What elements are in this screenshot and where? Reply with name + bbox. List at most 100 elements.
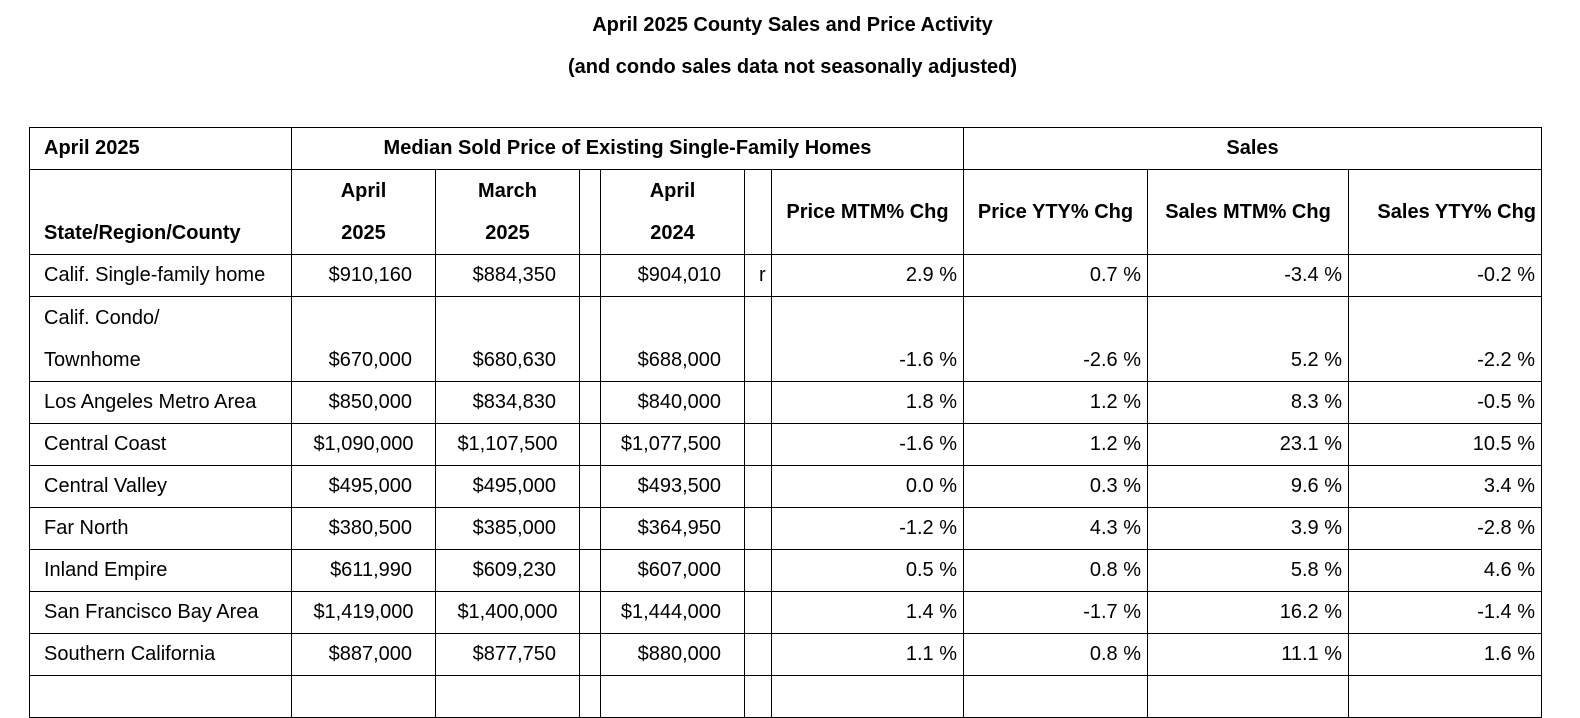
spacer-cell	[579, 633, 601, 676]
mar2025-price: $877,750	[435, 633, 580, 676]
region-name: Central Valley	[29, 465, 292, 508]
price-yty-change: 1.2 %	[963, 381, 1148, 424]
sales-mtm-change: 3.9 %	[1147, 507, 1349, 550]
spacer-cell	[579, 296, 601, 382]
region-name: Los Angeles Metro Area	[29, 381, 292, 424]
mar2025-header-year: 2025	[485, 222, 530, 244]
price-mtm-change: 2.9 %	[771, 254, 964, 297]
empty-cell	[579, 675, 601, 718]
mar2025-column-header: March 2025	[435, 169, 580, 255]
price-yty-change: 0.8 %	[963, 633, 1148, 676]
sales-mtm-change: 16.2 %	[1147, 591, 1349, 634]
price-yty-change: 0.7 %	[963, 254, 1148, 297]
apr2024-price: $493,500	[600, 465, 745, 508]
price-mtm-change: 1.4 %	[771, 591, 964, 634]
spacer-cell	[579, 591, 601, 634]
region-name: Inland Empire	[29, 549, 292, 592]
table-row: Central Coast $1,090,000 $1,107,500 $1,0…	[29, 423, 1542, 466]
price-mtm-change: 0.5 %	[771, 549, 964, 592]
price-mtm-change: -1.2 %	[771, 507, 964, 550]
sales-mtm-change: 11.1 %	[1147, 633, 1349, 676]
mar2025-price: $385,000	[435, 507, 580, 550]
price-mtm-change: -1.6 %	[771, 423, 964, 466]
apr2025-price: $670,000	[291, 296, 436, 382]
report-title: April 2025 County Sales and Price Activi…	[592, 14, 993, 36]
spacer-cell	[579, 254, 601, 297]
empty-cell	[435, 675, 580, 718]
sales-yty-change: 3.4 %	[1348, 465, 1542, 508]
price-mtm-change: 1.1 %	[771, 633, 964, 676]
apr2025-header-month: April	[340, 180, 387, 202]
mar2025-price: $884,350	[435, 254, 580, 297]
spacer-cell	[579, 381, 601, 424]
spacer-cell	[579, 423, 601, 466]
median-price-group-header: Median Sold Price of Existing Single-Fam…	[291, 127, 964, 170]
apr2024-price: $880,000	[600, 633, 745, 676]
region-name: San Francisco Bay Area	[29, 591, 292, 634]
revision-flag	[744, 633, 772, 676]
spacer-cell	[579, 465, 601, 508]
column-header-row: State/Region/County April 2025 March 202…	[29, 169, 1542, 255]
spacer-cell	[579, 507, 601, 550]
price-mtm-change: 0.0 %	[771, 465, 964, 508]
mar2025-price: $495,000	[435, 465, 580, 508]
sales-yty-column-header: Sales YTY% Chg	[1348, 169, 1542, 255]
sales-yty-change: 10.5 %	[1348, 423, 1542, 466]
apr2024-price: $840,000	[600, 381, 745, 424]
sales-yty-change: -2.8 %	[1348, 507, 1542, 550]
table-row: Los Angeles Metro Area $850,000 $834,830…	[29, 381, 1542, 424]
sales-mtm-change: 23.1 %	[1147, 423, 1349, 466]
mar2025-price: $834,830	[435, 381, 580, 424]
region-name: Southern California	[29, 633, 292, 676]
apr2024-price: $688,000	[600, 296, 745, 382]
revision-flag	[744, 507, 772, 550]
sales-yty-change: 4.6 %	[1348, 549, 1542, 592]
report-subtitle: (and condo sales data not seasonally adj…	[568, 56, 1017, 78]
empty-cell	[29, 675, 292, 718]
price-yty-change: 1.2 %	[963, 423, 1148, 466]
revision-flag	[744, 381, 772, 424]
region-name: Far North	[29, 507, 292, 550]
sales-mtm-column-header: Sales MTM% Chg	[1147, 169, 1349, 255]
table-row: Central Valley $495,000 $495,000 $493,50…	[29, 465, 1542, 508]
flag-column-header	[744, 169, 772, 255]
revision-flag	[744, 549, 772, 592]
price-yty-change: 4.3 %	[963, 507, 1148, 550]
sales-mtm-change: 5.2 %	[1147, 296, 1349, 382]
county-sales-table: April 2025 Median Sold Price of Existing…	[29, 127, 1542, 718]
region-name-line1: Calif. Condo/	[44, 307, 160, 329]
apr2024-header-month: April	[649, 180, 696, 202]
apr2024-header-year: 2024	[650, 222, 695, 244]
sales-yty-change: 1.6 %	[1348, 633, 1542, 676]
sales-yty-change: -0.2 %	[1348, 254, 1542, 297]
empty-cell	[744, 675, 772, 718]
table-row-partial	[29, 675, 1542, 718]
apr2024-column-header: April 2024	[600, 169, 745, 255]
empty-cell	[291, 675, 436, 718]
price-mtm-change: 1.8 %	[771, 381, 964, 424]
region-name: Calif. Condo/ Townhome	[29, 296, 292, 382]
mar2025-price: $1,400,000	[435, 591, 580, 634]
sales-mtm-change: 8.3 %	[1147, 381, 1349, 424]
table-row: San Francisco Bay Area $1,419,000 $1,400…	[29, 591, 1542, 634]
price-yty-column-header: Price YTY% Chg	[963, 169, 1148, 255]
price-mtm-change: -1.6 %	[771, 296, 964, 382]
table-row: Inland Empire $611,990 $609,230 $607,000…	[29, 549, 1542, 592]
apr2024-price: $607,000	[600, 549, 745, 592]
price-yty-change: -2.6 %	[963, 296, 1148, 382]
table-row: Southern California $887,000 $877,750 $8…	[29, 633, 1542, 676]
price-yty-change: 0.8 %	[963, 549, 1148, 592]
apr2024-price: $1,444,000	[600, 591, 745, 634]
price-yty-change: 0.3 %	[963, 465, 1148, 508]
apr2025-price: $1,419,000	[291, 591, 436, 634]
apr2024-price: $1,077,500	[600, 423, 745, 466]
table-row: Calif. Single-family home $910,160 $884,…	[29, 254, 1542, 297]
revision-flag	[744, 296, 772, 382]
empty-cell	[771, 675, 964, 718]
sales-mtm-change: 5.8 %	[1147, 549, 1349, 592]
price-mtm-column-header: Price MTM% Chg	[771, 169, 964, 255]
empty-cell	[600, 675, 745, 718]
region-name: Calif. Single-family home	[29, 254, 292, 297]
apr2025-price: $850,000	[291, 381, 436, 424]
region-column-header: State/Region/County	[29, 169, 292, 255]
